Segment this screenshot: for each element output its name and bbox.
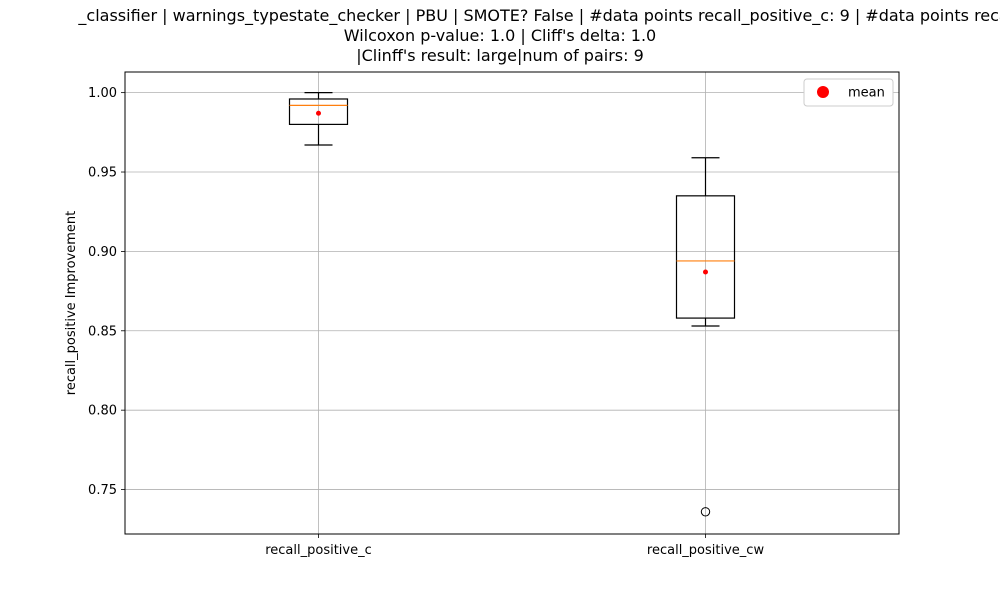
outlier-point xyxy=(700,507,711,517)
iqr-box xyxy=(675,195,736,319)
grid xyxy=(125,72,899,534)
legend-label-mean: mean xyxy=(848,86,885,101)
y-tick-label: 0.85 xyxy=(88,324,117,339)
iqr-box xyxy=(288,98,349,125)
y-tick-label: 0.95 xyxy=(88,166,117,181)
x-tick-label: recall_positive_c xyxy=(265,543,372,558)
ticks: 0.75 0.80 0.85 0.90 0.95 1.00 recall_positive_… xyxy=(88,86,764,558)
title-line-2: Wilcoxon p-value: 1.0 | Cliff's delta: 1… xyxy=(343,26,657,45)
box-group-recall_positive_cw xyxy=(675,157,736,517)
mean-marker xyxy=(316,110,321,116)
chart-title: _classifier | warnings_typestate_checker… xyxy=(0,6,1000,66)
legend-marker-mean xyxy=(817,86,829,98)
title-line-3: |Clinff's result: large|num of pairs: 9 xyxy=(356,46,644,65)
title-line-1: _classifier | warnings_typestate_checker… xyxy=(78,6,1000,25)
y-tick-label: 0.75 xyxy=(88,483,117,498)
legend: mean xyxy=(803,78,894,107)
plot-frame xyxy=(124,71,900,535)
y-tick-label: 1.00 xyxy=(88,86,117,101)
y-tick-label: 0.90 xyxy=(88,245,117,260)
y-axis-label: recall_positive Improvement xyxy=(64,211,79,395)
mean-marker xyxy=(703,269,708,275)
box-group-recall_positive_c xyxy=(288,92,349,146)
legend-box xyxy=(803,78,894,107)
x-tick-label: recall_positive_cw xyxy=(647,543,765,558)
y-tick-label: 0.80 xyxy=(88,404,117,419)
boxes xyxy=(288,92,736,517)
